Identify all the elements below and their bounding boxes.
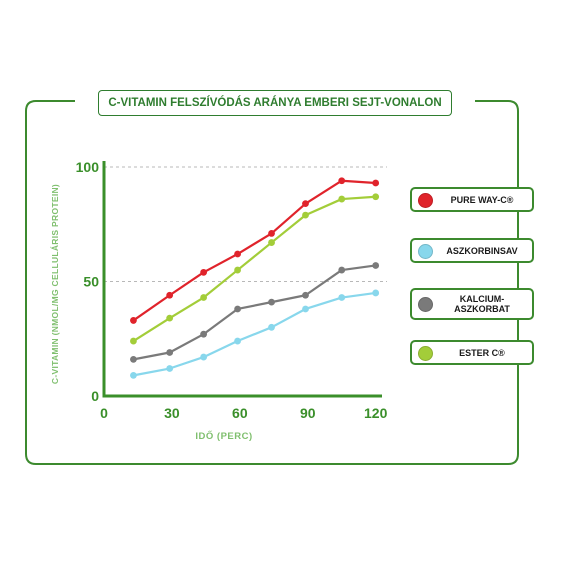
series-2 — [130, 262, 380, 363]
data-point-1-5 — [302, 305, 309, 313]
legend-swatch-3 — [418, 345, 433, 361]
legend-label-1: ASZKORBINSAV — [446, 245, 518, 256]
x-tick-label-2: 60 — [232, 405, 248, 421]
series-line-0 — [132, 179, 376, 322]
data-point-3-6 — [338, 195, 346, 203]
data-point-0-5 — [302, 200, 309, 208]
x-tick-label-1: 30 — [164, 405, 180, 421]
data-point-2-2 — [200, 330, 208, 338]
series-line-1 — [133, 291, 376, 377]
data-point-3-0 — [130, 337, 137, 345]
series-1 — [130, 289, 380, 379]
data-point-3-4 — [268, 239, 275, 246]
plot-area: 0 50 100 0 30 60 90 120 IDŐ (PERC) C-VITAMIN (NMO… — [50, 159, 388, 442]
data-point-2-4 — [268, 298, 275, 306]
legend-swatch-2 — [418, 297, 433, 312]
data-point-2-6 — [338, 266, 346, 274]
legend-label-2: KALCIUM- ASZKORBAT — [454, 294, 510, 314]
data-point-1-1 — [166, 365, 174, 372]
data-point-0-4 — [268, 230, 275, 237]
data-point-3-7 — [372, 193, 380, 201]
data-point-1-0 — [130, 371, 137, 379]
data-point-2-3 — [234, 305, 241, 313]
data-point-2-0 — [130, 355, 137, 363]
data-point-3-5 — [302, 211, 309, 219]
legend-label-3: ESTER C® — [459, 347, 505, 358]
data-point-0-6 — [338, 177, 346, 185]
chart-title: C-VITAMIN FELSZÍVÓDÁS ARÁNYA EMBERI SEJT… — [98, 90, 452, 116]
legend-swatch-0 — [418, 192, 433, 208]
legend-label-0: PURE WAY-C® — [450, 194, 514, 205]
data-point-0-0 — [130, 317, 137, 324]
data-point-2-7 — [372, 262, 380, 269]
frame-border — [25, 100, 519, 465]
x-axis-label: IDŐ (PERC) — [195, 430, 252, 442]
data-point-0-2 — [200, 268, 208, 276]
series-line-2 — [133, 264, 376, 361]
data-point-2-5 — [302, 291, 309, 299]
series-line-3 — [132, 195, 376, 342]
data-point-3-2 — [200, 294, 208, 301]
legend-item-0: PURE WAY-C® — [410, 187, 534, 212]
data-point-0-1 — [166, 291, 174, 299]
y-tick-label-2: 100 — [76, 159, 100, 175]
data-point-1-2 — [200, 353, 208, 361]
data-point-0-3 — [234, 250, 241, 258]
legend-item-1: ASZKORBINSAV — [410, 238, 534, 263]
x-tick-label-0: 0 — [100, 405, 108, 421]
y-tick-label-1: 50 — [83, 274, 99, 290]
data-point-1-6 — [338, 294, 346, 301]
x-tick-label-3: 90 — [300, 405, 316, 421]
series-3 — [130, 193, 380, 345]
data-point-1-7 — [372, 289, 380, 297]
legend-item-3: ESTER C® — [410, 340, 534, 365]
data-point-3-1 — [166, 314, 174, 322]
y-tick-label-0: 0 — [91, 388, 99, 404]
data-point-1-4 — [268, 323, 275, 331]
legend-item-2: KALCIUM- ASZKORBAT — [410, 288, 534, 320]
x-tick-label-4: 120 — [364, 405, 388, 421]
series-0 — [130, 177, 380, 324]
legend-swatch-1 — [418, 243, 433, 259]
data-point-0-7 — [372, 179, 380, 187]
y-axis-label: C-VITAMIN (NMOL/MG CELLULÁRIS PROTEIN) — [50, 184, 60, 384]
data-point-1-3 — [234, 337, 241, 345]
data-point-3-3 — [234, 266, 241, 274]
data-point-2-1 — [166, 349, 174, 356]
